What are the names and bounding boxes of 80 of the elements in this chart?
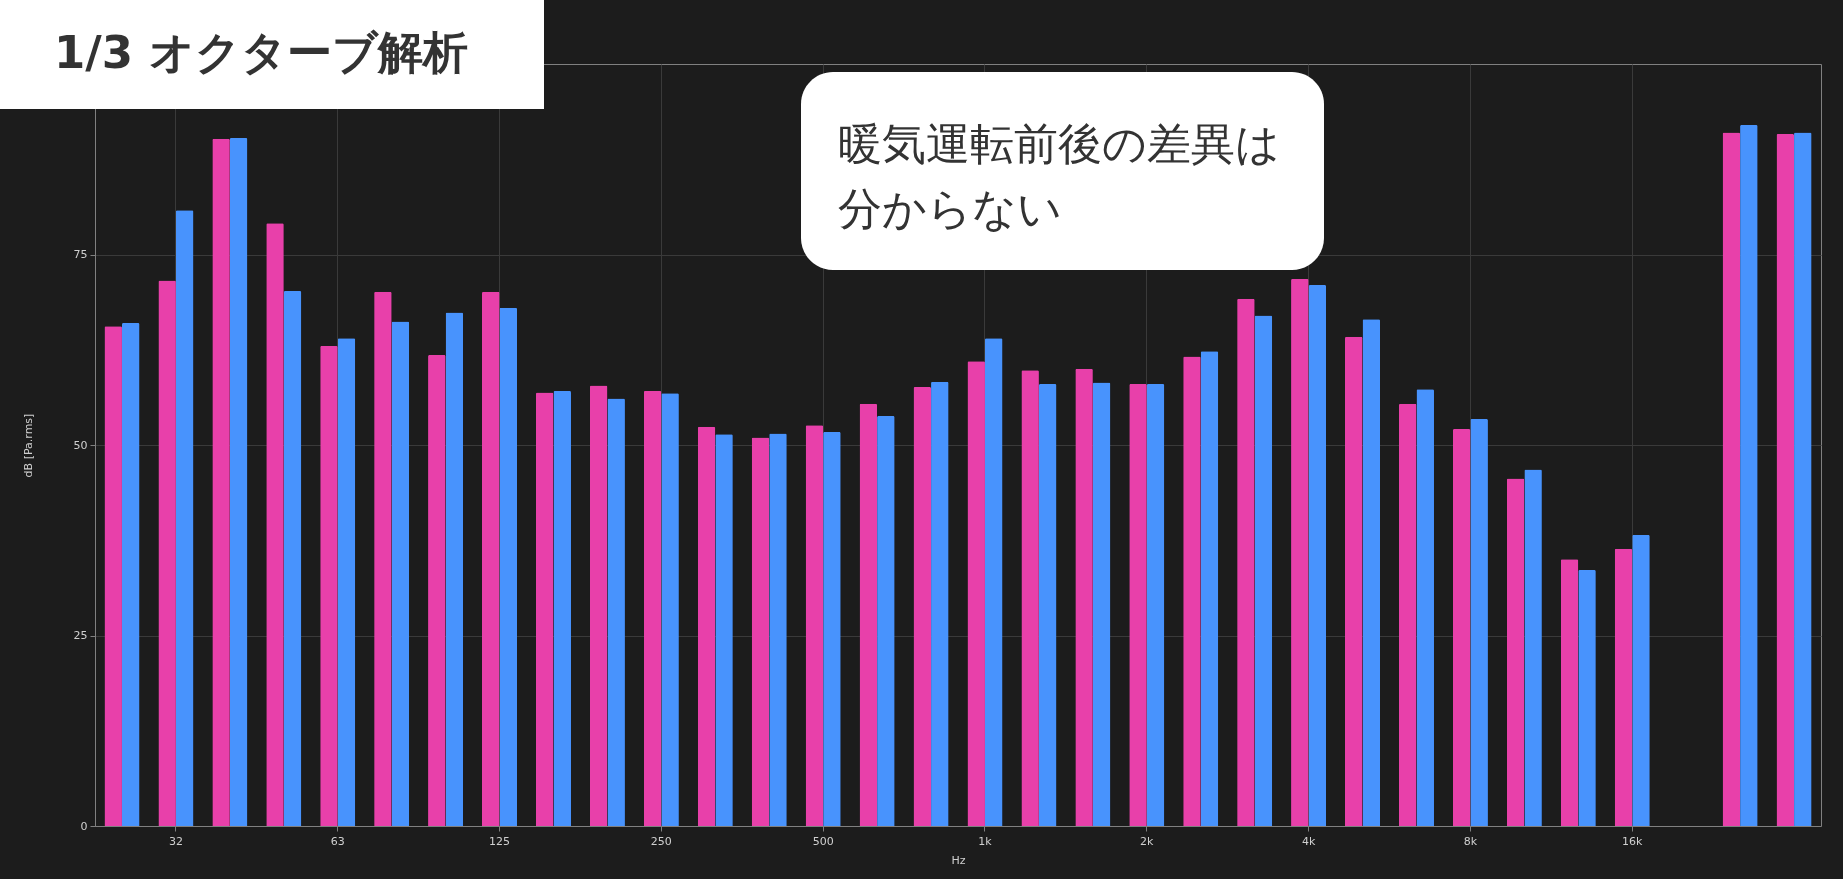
y-axis-title: dB [Pa.rms] (21, 413, 35, 478)
bar (697, 426, 716, 826)
bar (823, 432, 841, 826)
bar (913, 387, 932, 826)
bar (499, 307, 518, 826)
y-tick-label: 75 (73, 248, 88, 261)
bar (751, 437, 770, 826)
bar (984, 338, 1003, 826)
x-tick-label: 32 (168, 834, 183, 848)
bar (1075, 368, 1093, 826)
annotation: 暖気運転前後の差異は分からない (838, 118, 1280, 234)
x-tick-label: 63 (330, 834, 345, 848)
bar (1452, 429, 1471, 826)
bar (859, 403, 878, 826)
bar (1308, 284, 1327, 826)
bar (1398, 403, 1417, 826)
bar (643, 390, 662, 826)
bar (1146, 384, 1165, 826)
y-tick-label: 0 (80, 819, 88, 833)
bar (1092, 382, 1111, 826)
bar (1740, 124, 1758, 826)
bar (266, 223, 284, 826)
bar (1794, 132, 1812, 826)
bar (1254, 315, 1273, 826)
bar (1345, 336, 1363, 826)
y-tick-label: 50 (73, 438, 88, 452)
bar (229, 137, 248, 826)
x-tick-label: 1k (978, 834, 993, 848)
bar (1470, 419, 1488, 826)
bar (1776, 134, 1795, 826)
bar (374, 291, 392, 826)
bar (661, 393, 679, 826)
bar (1578, 569, 1596, 826)
bar (877, 416, 895, 826)
bar (1200, 351, 1219, 826)
bar (1291, 278, 1309, 826)
x-tick-label: 8k (1463, 834, 1478, 848)
bar (337, 338, 356, 826)
bar (1362, 319, 1381, 826)
bar (1021, 370, 1039, 826)
x-tick-label: 4k (1301, 834, 1316, 848)
bar (283, 291, 302, 826)
bar (121, 323, 140, 826)
bar (931, 381, 949, 826)
bar (769, 433, 787, 826)
bar (1722, 132, 1741, 826)
x-tick-label: 16k (1622, 834, 1644, 848)
x-tick-label: 500 (812, 834, 834, 848)
bar (1416, 389, 1434, 826)
x-tick-label: 2k (1140, 834, 1155, 848)
bar (967, 361, 985, 826)
bar (607, 398, 625, 826)
bar (805, 425, 824, 826)
bar (1183, 356, 1201, 826)
bar (1237, 298, 1255, 826)
bar (715, 434, 733, 826)
bar (1614, 548, 1633, 826)
bar (1632, 534, 1650, 826)
x-axis-title: Hz (951, 853, 966, 867)
bar (104, 326, 122, 826)
y-tick-label: 25 (73, 629, 88, 642)
x-tick-label: 125 (489, 834, 511, 848)
bar (320, 345, 338, 826)
bar (158, 280, 176, 826)
bar (1129, 384, 1147, 826)
x-tick-label: 250 (650, 834, 672, 848)
bar (212, 138, 230, 826)
bar (1506, 478, 1525, 826)
chart-title: 1/3 オクターブ解析 (54, 26, 468, 79)
bar (553, 390, 571, 826)
bar (1038, 384, 1057, 826)
bar (482, 291, 500, 826)
bar (535, 392, 554, 826)
bar (445, 312, 464, 826)
bar (391, 321, 410, 826)
bar (1560, 559, 1579, 826)
bar (1524, 469, 1542, 826)
bar (589, 385, 608, 826)
bar (428, 355, 446, 826)
bar (175, 210, 194, 826)
